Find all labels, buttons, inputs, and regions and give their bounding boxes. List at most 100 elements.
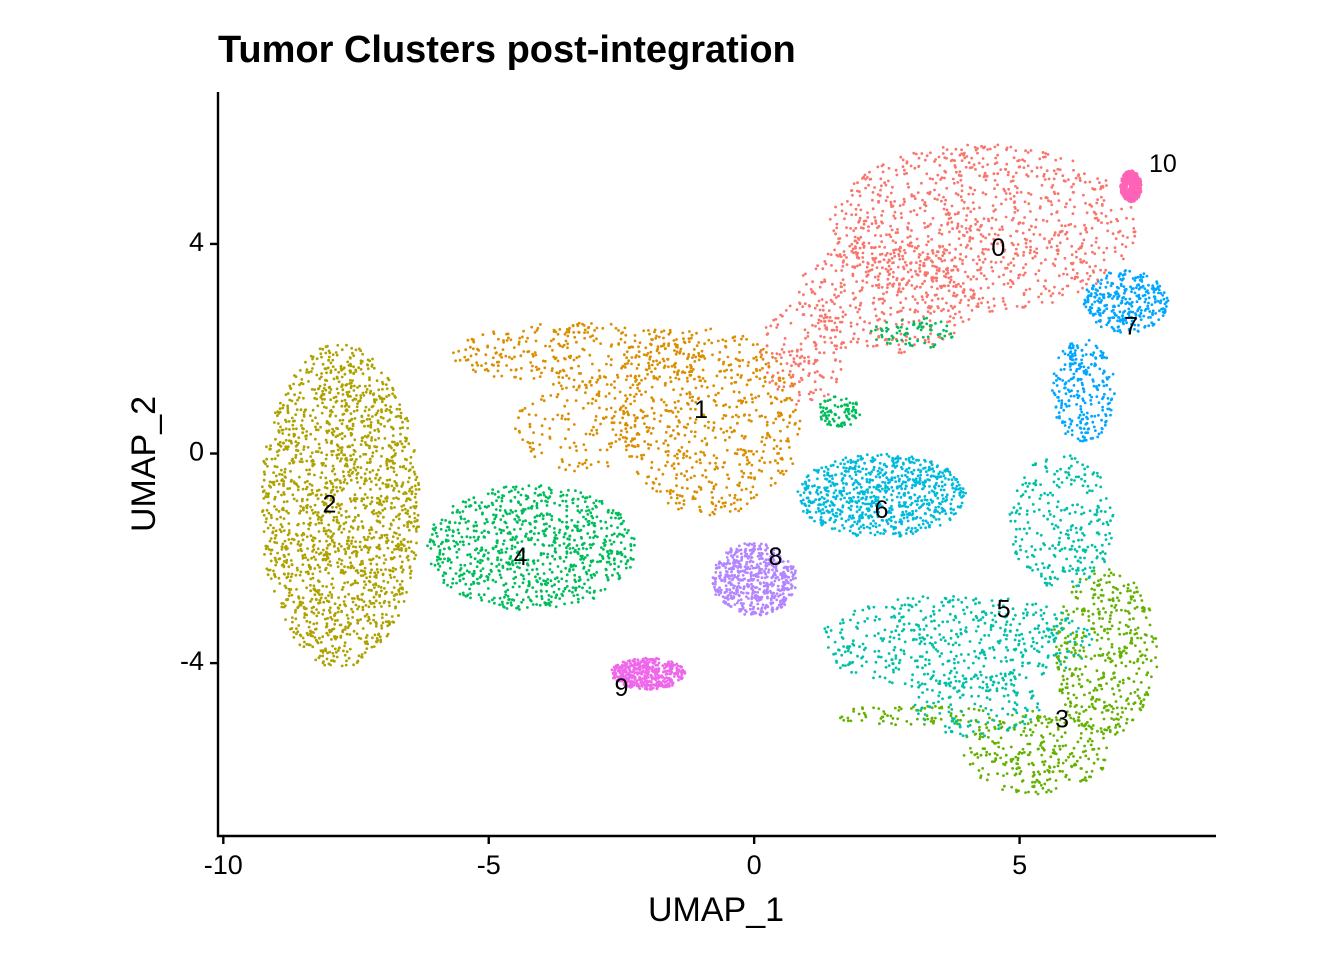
point — [340, 451, 343, 454]
point — [1088, 265, 1092, 269]
point — [823, 278, 826, 282]
point — [858, 194, 862, 198]
point — [873, 307, 877, 311]
point — [932, 310, 936, 313]
point — [922, 261, 926, 265]
point — [772, 438, 776, 442]
point — [368, 417, 372, 421]
point — [935, 272, 938, 275]
point — [963, 200, 966, 204]
point — [590, 402, 594, 405]
point — [364, 384, 367, 388]
point — [295, 427, 298, 431]
point — [664, 464, 667, 467]
point — [1063, 641, 1067, 645]
point — [532, 377, 536, 380]
point — [673, 365, 677, 369]
point — [586, 401, 590, 405]
point — [530, 369, 534, 372]
point — [1024, 263, 1028, 266]
point — [572, 423, 576, 426]
point — [835, 325, 839, 329]
point — [399, 566, 403, 569]
point — [568, 446, 572, 450]
point — [319, 640, 323, 644]
point — [1074, 667, 1078, 670]
point — [624, 378, 628, 382]
point — [943, 259, 947, 262]
point — [978, 725, 981, 729]
point — [415, 475, 419, 479]
point — [325, 421, 329, 425]
point — [301, 538, 305, 542]
point — [323, 486, 327, 489]
point — [1138, 650, 1142, 653]
point — [1133, 599, 1136, 602]
point — [767, 364, 771, 368]
point — [321, 558, 325, 561]
point — [374, 438, 377, 442]
point — [797, 427, 801, 431]
point — [894, 231, 898, 235]
point — [391, 569, 395, 573]
point — [340, 446, 344, 449]
point — [399, 432, 402, 436]
point — [357, 605, 361, 608]
point — [629, 426, 633, 429]
point — [957, 211, 960, 214]
point — [1051, 262, 1055, 266]
point — [365, 504, 368, 508]
point — [638, 382, 641, 385]
point — [1069, 701, 1073, 705]
point — [310, 606, 314, 610]
point — [1065, 609, 1069, 613]
point — [996, 242, 999, 246]
point — [325, 539, 328, 543]
point — [1029, 248, 1032, 252]
point — [755, 367, 758, 371]
point — [344, 510, 348, 513]
point — [761, 384, 765, 388]
point — [339, 623, 343, 627]
point — [952, 285, 955, 288]
point — [1097, 747, 1101, 750]
point — [609, 322, 613, 326]
point — [338, 432, 342, 436]
point — [325, 371, 328, 375]
point — [1127, 601, 1130, 605]
point — [1138, 696, 1141, 700]
point — [979, 266, 983, 269]
point — [779, 447, 782, 451]
point — [359, 368, 363, 371]
point — [577, 364, 580, 368]
point — [873, 186, 876, 189]
point — [272, 569, 275, 573]
point — [1122, 729, 1125, 732]
point — [885, 290, 889, 294]
point — [341, 628, 345, 632]
point — [889, 224, 892, 228]
point — [618, 407, 622, 411]
point — [557, 381, 561, 385]
point — [654, 376, 658, 380]
point — [402, 538, 406, 541]
point — [886, 277, 890, 281]
point — [795, 354, 799, 358]
point — [280, 493, 283, 497]
point — [987, 306, 991, 309]
point — [1141, 605, 1145, 609]
point — [950, 204, 954, 208]
point — [1087, 705, 1091, 709]
point — [349, 418, 353, 422]
point — [1084, 749, 1087, 753]
point — [362, 600, 366, 603]
point — [401, 449, 404, 453]
point — [364, 452, 368, 456]
point — [752, 371, 755, 375]
point — [353, 438, 357, 442]
point — [330, 638, 333, 641]
point — [385, 634, 389, 638]
point — [914, 152, 918, 156]
point — [586, 331, 590, 334]
point — [398, 592, 402, 596]
